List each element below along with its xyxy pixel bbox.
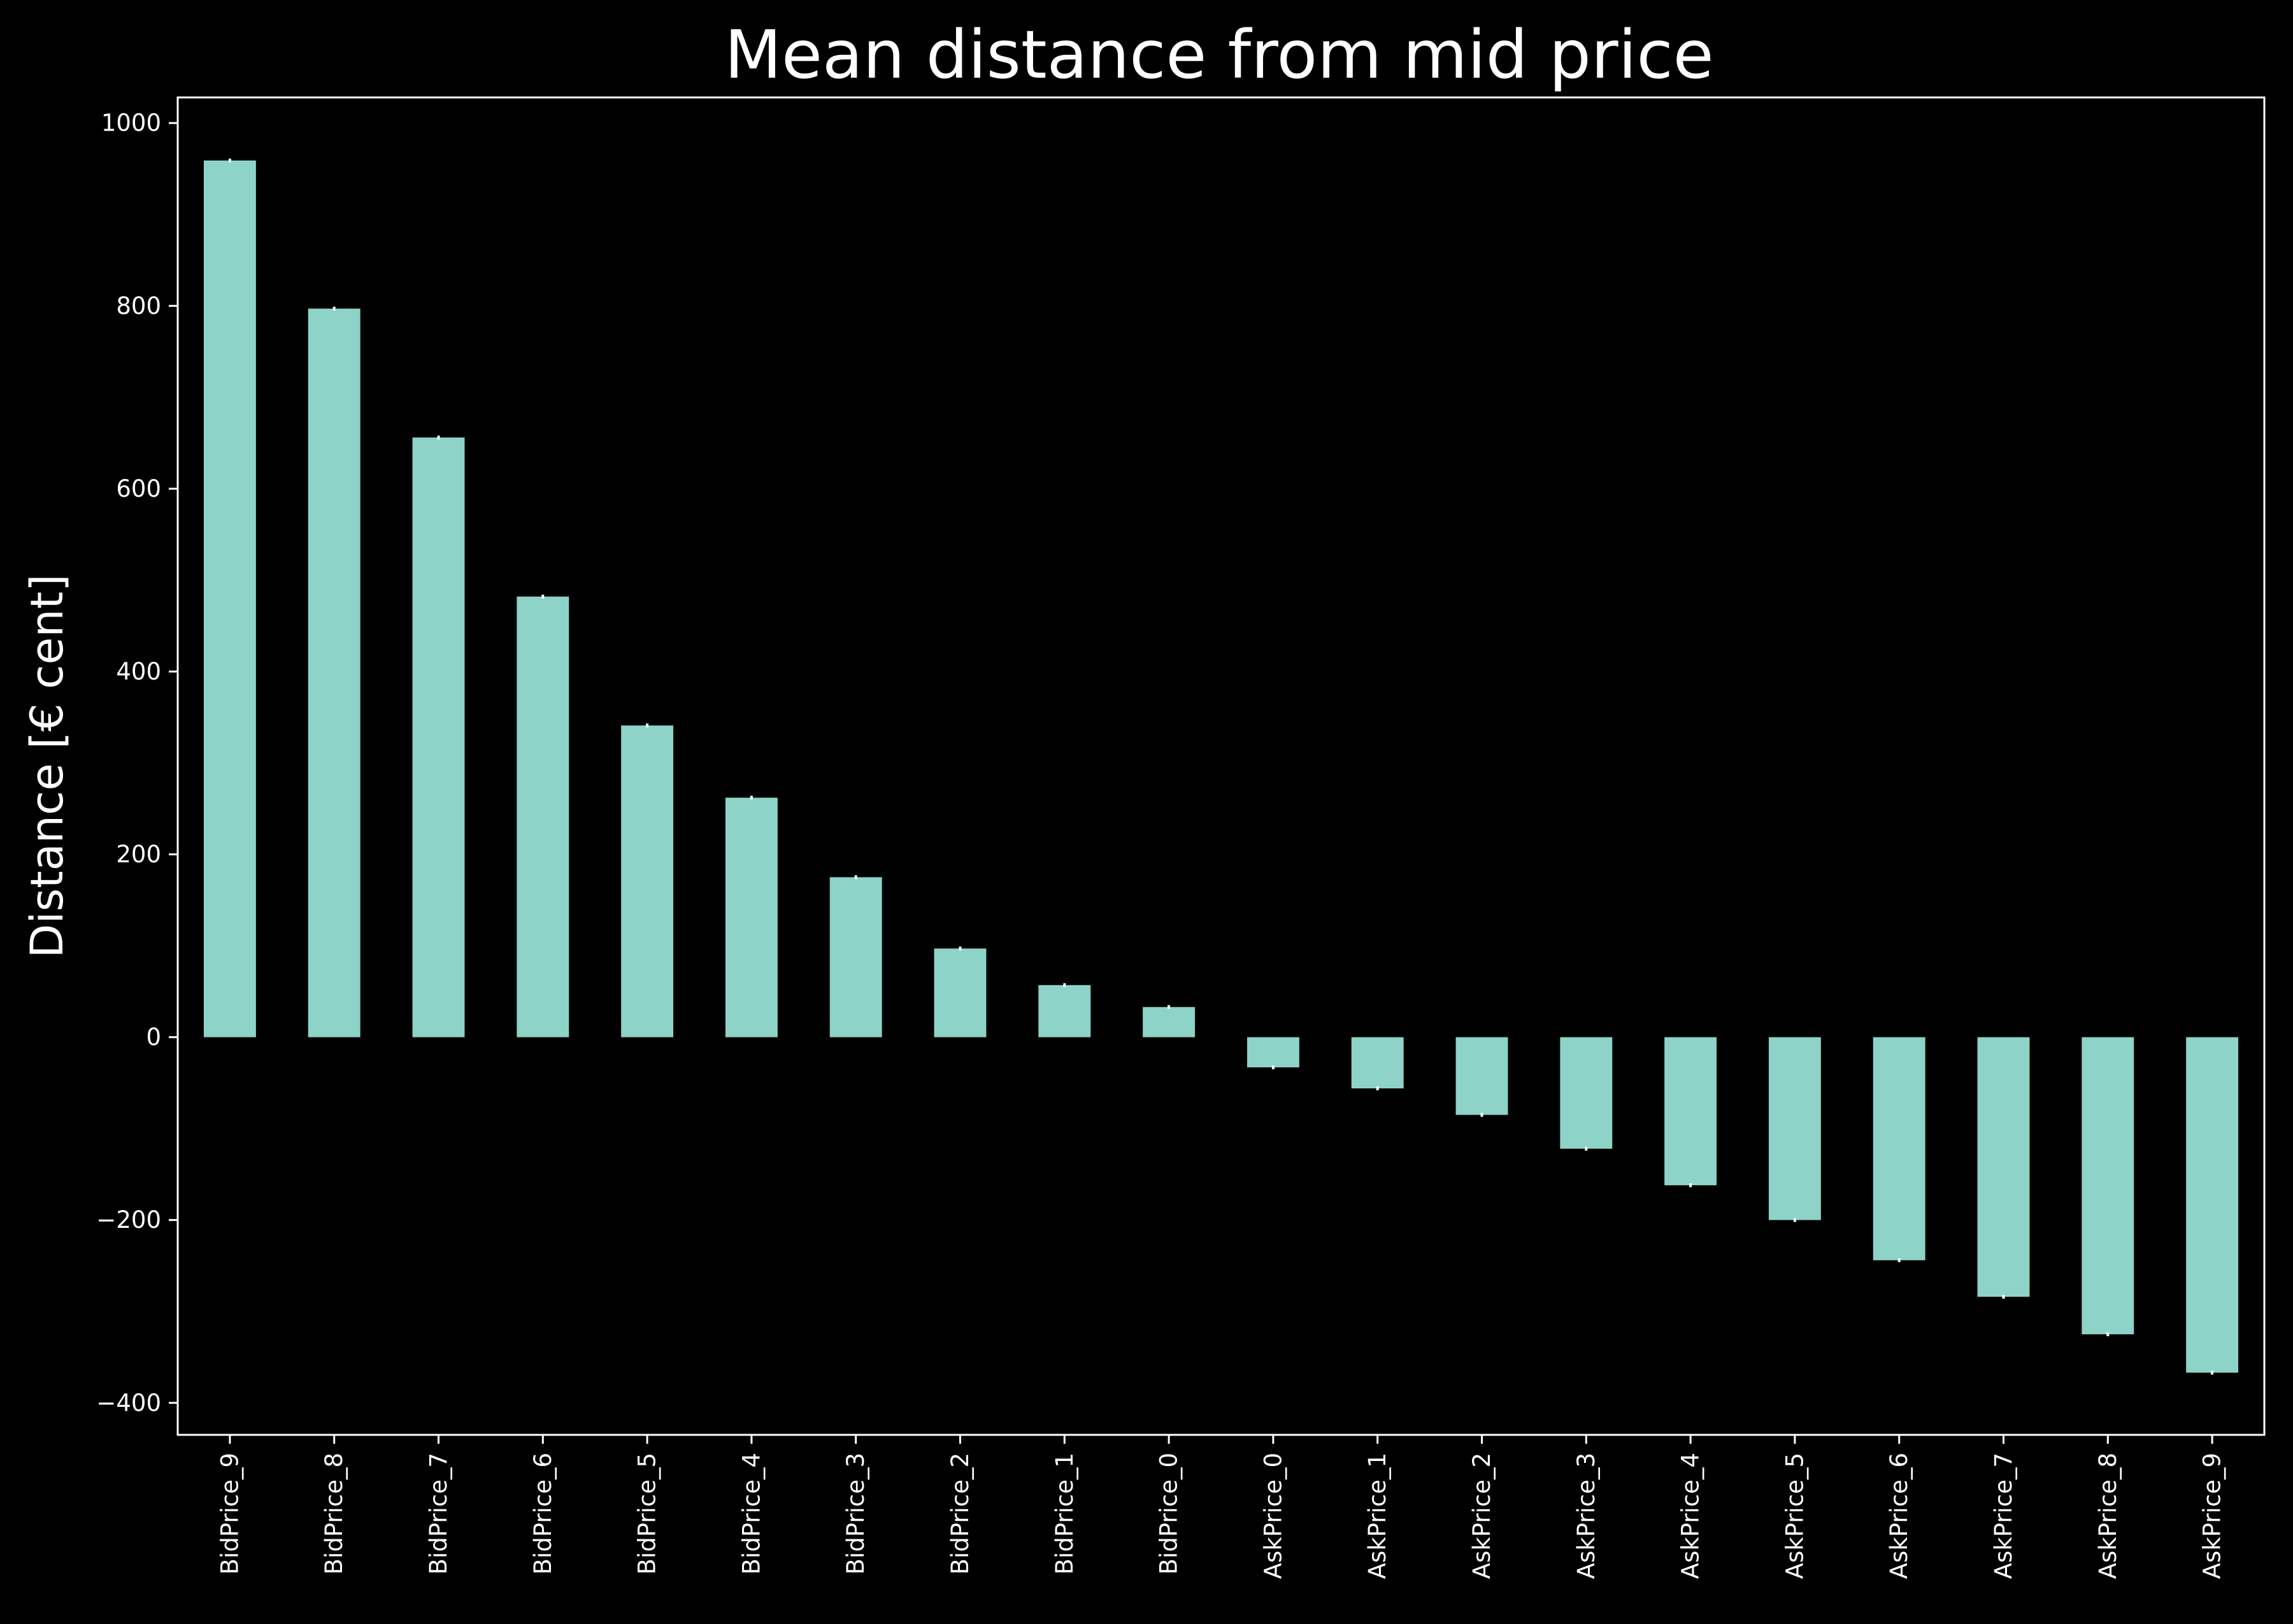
x-tick-label: AskPrice_8 [2094, 1453, 2122, 1579]
y-tick-label: −200 [96, 1206, 161, 1234]
x-tick-label: AskPrice_5 [1781, 1453, 1808, 1579]
bar-askprice-3 [1560, 1037, 1613, 1149]
x-tick-label: AskPrice_2 [1468, 1453, 1496, 1579]
bar-bidprice-7 [412, 437, 465, 1037]
x-tick-label: BidPrice_0 [1155, 1453, 1183, 1574]
x-tick-label: AskPrice_4 [1677, 1453, 1704, 1579]
bar-askprice-8 [2082, 1037, 2134, 1335]
error-bars-layer [228, 159, 2214, 1375]
x-tick-label: BidPrice_8 [320, 1453, 348, 1574]
bar-askprice-7 [1977, 1037, 2030, 1297]
bar-bidprice-0 [1143, 1007, 1196, 1037]
bar-askprice-2 [1455, 1037, 1508, 1115]
x-ticks-layer: BidPrice_9 BidPrice_8 BidPrice_7 BidPrice_6… [216, 1435, 2226, 1579]
y-axis-label: Distance [€ cent] [21, 574, 73, 958]
x-tick-label: AskPrice_3 [1573, 1453, 1600, 1579]
bar-askprice-1 [1351, 1037, 1404, 1088]
bar-bidprice-3 [829, 877, 882, 1037]
x-tick-label: BidPrice_3 [842, 1453, 869, 1574]
bar-bidprice-9 [203, 160, 256, 1037]
bar-bidprice-8 [308, 308, 361, 1037]
bar-bidprice-2 [934, 948, 987, 1037]
y-tick-label: 0 [146, 1023, 161, 1051]
x-tick-label: AskPrice_6 [1885, 1453, 1913, 1579]
y-ticks-layer: 1000 800 600 400 200 0 −200 −400 [96, 110, 178, 1416]
bar-bidprice-6 [517, 596, 569, 1037]
x-tick-label: BidPrice_5 [634, 1453, 661, 1574]
bar-askprice-5 [1768, 1037, 1821, 1220]
x-tick-label: AskPrice_9 [2199, 1453, 2226, 1579]
bar-bidprice-5 [621, 725, 674, 1037]
bar-bidprice-4 [725, 797, 778, 1037]
y-tick-label: 1000 [101, 110, 161, 137]
plot-frame [176, 96, 2266, 1436]
y-tick-label: 400 [116, 658, 161, 685]
bar-askprice-9 [2186, 1037, 2239, 1373]
x-tick-label: BidPrice_7 [425, 1453, 452, 1574]
chart-title: Mean distance from mid price [724, 16, 1713, 94]
bar-askprice-4 [1664, 1037, 1717, 1186]
x-tick-label: BidPrice_1 [1051, 1453, 1078, 1574]
x-tick-label: AskPrice_0 [1259, 1453, 1287, 1579]
x-tick-label: BidPrice_4 [738, 1453, 765, 1574]
x-tick-label: AskPrice_7 [1990, 1453, 2017, 1579]
x-tick-label: BidPrice_9 [216, 1453, 243, 1574]
y-tick-label: 600 [116, 475, 161, 502]
x-tick-label: AskPrice_1 [1364, 1453, 1391, 1579]
bar-askprice-0 [1247, 1037, 1299, 1067]
x-tick-label: BidPrice_6 [529, 1453, 557, 1574]
bars-layer [203, 160, 2239, 1373]
y-tick-label: 200 [116, 841, 161, 868]
x-tick-label: BidPrice_2 [946, 1453, 974, 1574]
bar-askprice-6 [1873, 1037, 1925, 1260]
y-tick-label: 800 [116, 292, 161, 320]
y-tick-label: −400 [96, 1389, 161, 1416]
bar-bidprice-1 [1038, 985, 1091, 1037]
